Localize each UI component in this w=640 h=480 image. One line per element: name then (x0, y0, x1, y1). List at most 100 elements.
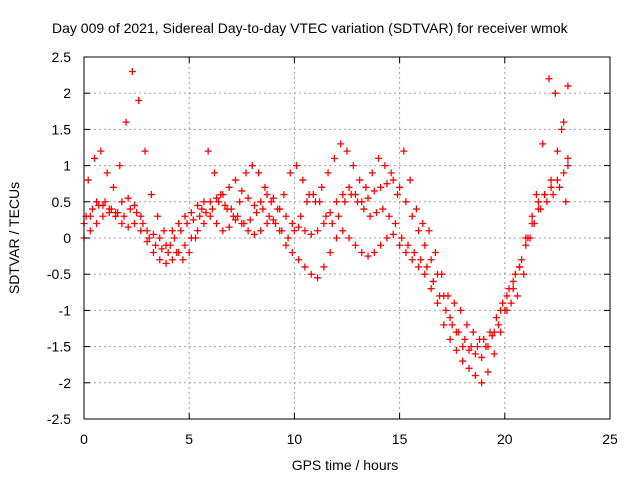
data-point (492, 314, 500, 322)
data-point (265, 212, 273, 220)
chart-title: Day 009 of 2021, Sidereal Day-to-day VTE… (52, 20, 569, 36)
data-point (444, 292, 452, 300)
data-point (501, 306, 509, 314)
data-point (450, 299, 458, 307)
data-point (381, 162, 389, 170)
data-point (215, 198, 223, 206)
x-tick-label: 0 (80, 431, 88, 447)
data-point (387, 169, 395, 177)
data-point (341, 198, 349, 206)
data-point (478, 353, 486, 361)
data-point (511, 270, 519, 278)
data-point (547, 183, 555, 191)
data-point (286, 169, 294, 177)
data-point (290, 227, 298, 235)
y-tick-label: 0.5 (52, 194, 72, 210)
data-point (164, 248, 172, 256)
data-point (354, 198, 362, 206)
data-point (332, 234, 340, 242)
data-point (105, 209, 113, 217)
data-point (231, 176, 239, 184)
data-point (332, 198, 340, 206)
data-point (170, 234, 178, 242)
data-point (234, 212, 242, 220)
x-tick-label: 15 (392, 431, 408, 447)
data-point (372, 209, 380, 217)
y-tick-label: -1.5 (47, 339, 71, 355)
data-point (455, 328, 463, 336)
data-point (347, 191, 355, 199)
data-point (534, 198, 542, 206)
data-point (133, 209, 141, 217)
data-point (194, 227, 202, 235)
data-point (520, 270, 528, 278)
data-point (486, 328, 494, 336)
data-point (261, 183, 269, 191)
data-point (210, 169, 218, 177)
data-point (301, 227, 309, 235)
data-point (385, 212, 393, 220)
data-point (109, 183, 117, 191)
data-point (208, 205, 216, 213)
data-point (242, 169, 250, 177)
data-point (320, 263, 328, 271)
data-point (408, 256, 416, 264)
axis-ticks (83, 56, 611, 420)
data-point (446, 314, 454, 322)
y-tick-label: -1 (59, 302, 72, 318)
data-point (467, 343, 475, 351)
data-point (442, 306, 450, 314)
series-track-c (84, 67, 572, 351)
data-point (368, 169, 376, 177)
data-point (267, 198, 275, 206)
data-point (206, 198, 214, 206)
data-point (383, 180, 391, 188)
data-point (370, 187, 378, 195)
data-point (227, 205, 235, 213)
data-point (541, 191, 549, 199)
data-point (530, 220, 538, 228)
data-point (147, 191, 155, 199)
data-point (440, 321, 448, 329)
data-point (187, 209, 195, 217)
data-point (93, 198, 101, 206)
data-point (553, 147, 561, 155)
data-point (248, 162, 256, 170)
y-tick-label: 0 (63, 230, 71, 246)
y-tick-label: 1.5 (52, 121, 72, 137)
data-point (335, 212, 343, 220)
data-point (436, 292, 444, 300)
data-point (421, 270, 429, 278)
data-point (339, 227, 347, 235)
data-point (288, 248, 296, 256)
data-point (240, 220, 248, 228)
data-point (213, 194, 221, 202)
data-point (196, 212, 204, 220)
data-point (415, 227, 423, 235)
data-point (282, 241, 290, 249)
data-point (128, 67, 136, 75)
data-point (143, 227, 151, 235)
y-tick-label: -2.5 (47, 411, 71, 427)
data-point (377, 241, 385, 249)
data-point (198, 205, 206, 213)
data-point (269, 194, 277, 202)
data-point (179, 256, 187, 264)
data-point (219, 227, 227, 235)
data-point (564, 82, 572, 90)
data-point (135, 96, 143, 104)
data-point (112, 212, 120, 220)
data-point (246, 216, 254, 224)
data-point (528, 212, 536, 220)
data-point (101, 198, 109, 206)
data-point (99, 212, 107, 220)
data-point (417, 256, 425, 264)
data-point (221, 201, 229, 209)
data-point (543, 198, 551, 206)
data-point (364, 194, 372, 202)
data-point (524, 234, 532, 242)
data-point (484, 368, 492, 376)
data-point (505, 285, 513, 293)
y-tick-labels: -2.5 -2 -1.5 -1 -0.5 0 0.5 1 1.5 2 2.5 (47, 49, 71, 427)
data-point (490, 350, 498, 358)
